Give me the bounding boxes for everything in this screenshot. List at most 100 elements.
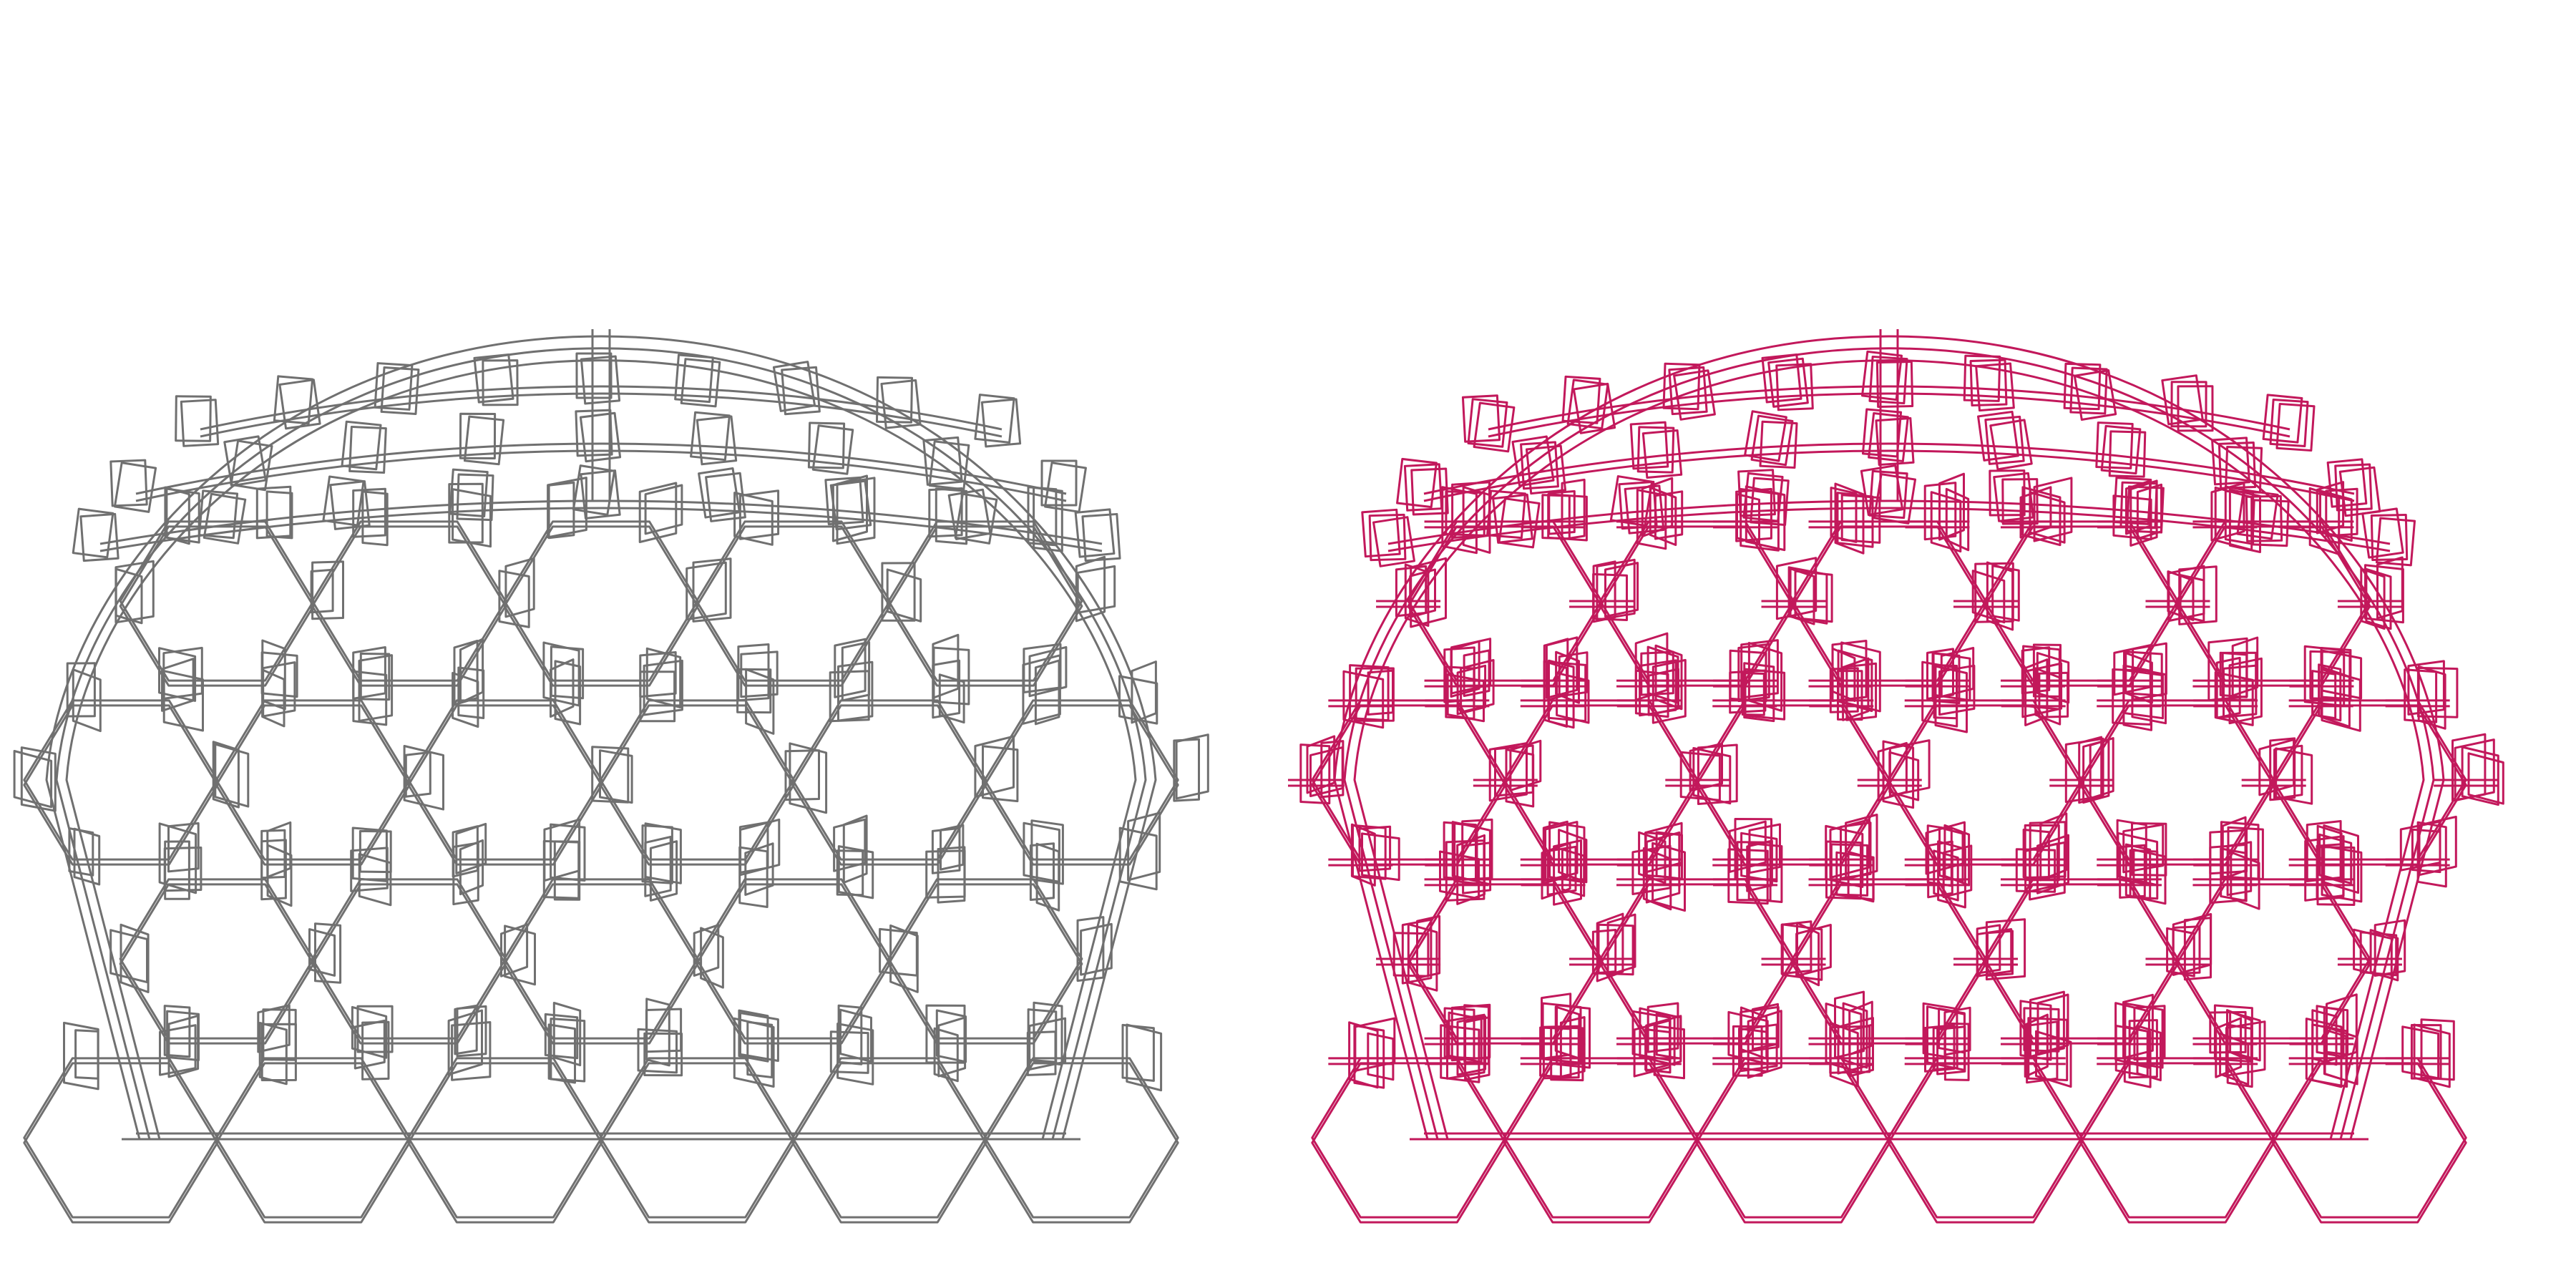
bracket-plate [639,651,677,698]
connector-bracket [932,659,965,724]
bracket-plate [1673,369,1716,421]
connector-bracket [1761,557,1833,625]
hex-cell [215,1057,411,1219]
connector-bracket [879,924,919,993]
bracket-plate [1561,848,1586,897]
bracket-plate [2275,402,2316,452]
bracket-plate [214,743,250,808]
bracket-plate [2326,458,2368,508]
bracket-plate [1033,486,1063,552]
bracket-plate [459,839,484,896]
ring-bracket [197,489,247,545]
connector-bracket [2192,841,2260,910]
connector-bracket [2049,736,2114,804]
ring-bracket [273,375,321,430]
connector-bracket [639,659,683,723]
connector-bracket [638,482,683,543]
connector-bracket [1520,659,1590,729]
bracket-plate [1631,1010,1672,1062]
bracket-plate [837,660,874,722]
bracket-plate [1744,410,1787,462]
bracket-plate [1566,379,1609,430]
bracket-plate [74,1029,99,1080]
bracket-plate [2039,812,2068,882]
connector-bracket [2193,656,2263,726]
ring-bracket [2361,507,2416,567]
ring-bracket [374,362,420,415]
bracket-plate [2411,828,2441,874]
bracket-plate [1861,408,1903,458]
bracket-plate [1945,487,1970,552]
bracket-plate [2126,485,2165,534]
bracket-plate [1446,1013,1485,1080]
bracket-plate [278,379,321,430]
connector-bracket [925,846,966,904]
ring-bracket [2112,477,2165,534]
bracket-plate [2129,849,2159,900]
connector-bracket [733,1017,775,1088]
bracket-plate [2318,833,2353,884]
bracket-plate [2073,369,2117,421]
bracket-plate [498,570,530,628]
connector-bracket [447,1009,492,1081]
bracket-plate [1443,821,1477,881]
ring-bracket [922,436,970,491]
connector-bracket [1121,1023,1163,1092]
connector-bracket [261,661,296,728]
bracket-plate [350,847,389,892]
bracket-plate [2361,507,2404,559]
bracket-plate [2019,1000,2052,1061]
bracket-plate [547,1023,576,1084]
ring-bracket [322,475,371,530]
bracket-plate [1668,366,1708,416]
connector-bracket [68,827,101,886]
bracket-plate [1875,416,1915,467]
bracket-plate [358,853,392,907]
bracket-plate [352,670,388,726]
ring-bracket [1629,421,1683,479]
ring-beam [1387,507,2391,552]
bracket-plate [2132,848,2167,905]
bracket-plate [1505,748,1535,808]
bracket-plate [1354,1017,1396,1072]
bracket-plate [266,844,293,907]
bracket-plate [932,633,960,699]
bracket-plate [645,647,682,708]
bracket-plate [2161,374,2204,426]
bracket-plate [1750,477,1790,527]
bracket-plate [932,659,961,719]
bracket-plate [1654,490,1684,540]
ring-bracket [1761,353,1814,411]
bracket-plate [1740,831,1778,883]
connector-bracket [1905,840,1973,909]
connector-bracket [1118,811,1161,891]
connector-bracket [928,487,968,545]
bracket-plate [308,928,336,977]
bracket-plate [1976,928,2013,977]
bracket-plate [1034,659,1060,726]
bracket-plate [2211,437,2250,486]
bracket-plate [1985,918,2026,981]
bracket-plate [500,923,529,977]
bracket-plate [180,399,220,447]
dome-outline [55,347,1147,1140]
bracket-plate [693,924,720,977]
bracket-plate [784,749,820,801]
ring-bracket [1396,457,1449,516]
bracket-plate [550,823,586,882]
connector-bracket [738,842,774,908]
ring-bracket [2161,374,2214,432]
bracket-plate [834,638,867,698]
connector-bracket [255,485,293,540]
bracket-plate [1525,444,1567,495]
bracket-plate [2015,848,2057,893]
bracket-plate [2316,481,2345,535]
bracket-plate [1410,467,1449,516]
connector-bracket [1376,915,1441,992]
connector-bracket [1809,1017,1874,1088]
bracket-plate [2038,671,2069,718]
hex-cell [1887,1062,2083,1224]
bracket-plate [260,839,287,901]
bracket-plate [2177,385,2214,432]
bracket-plate [1461,394,1501,443]
